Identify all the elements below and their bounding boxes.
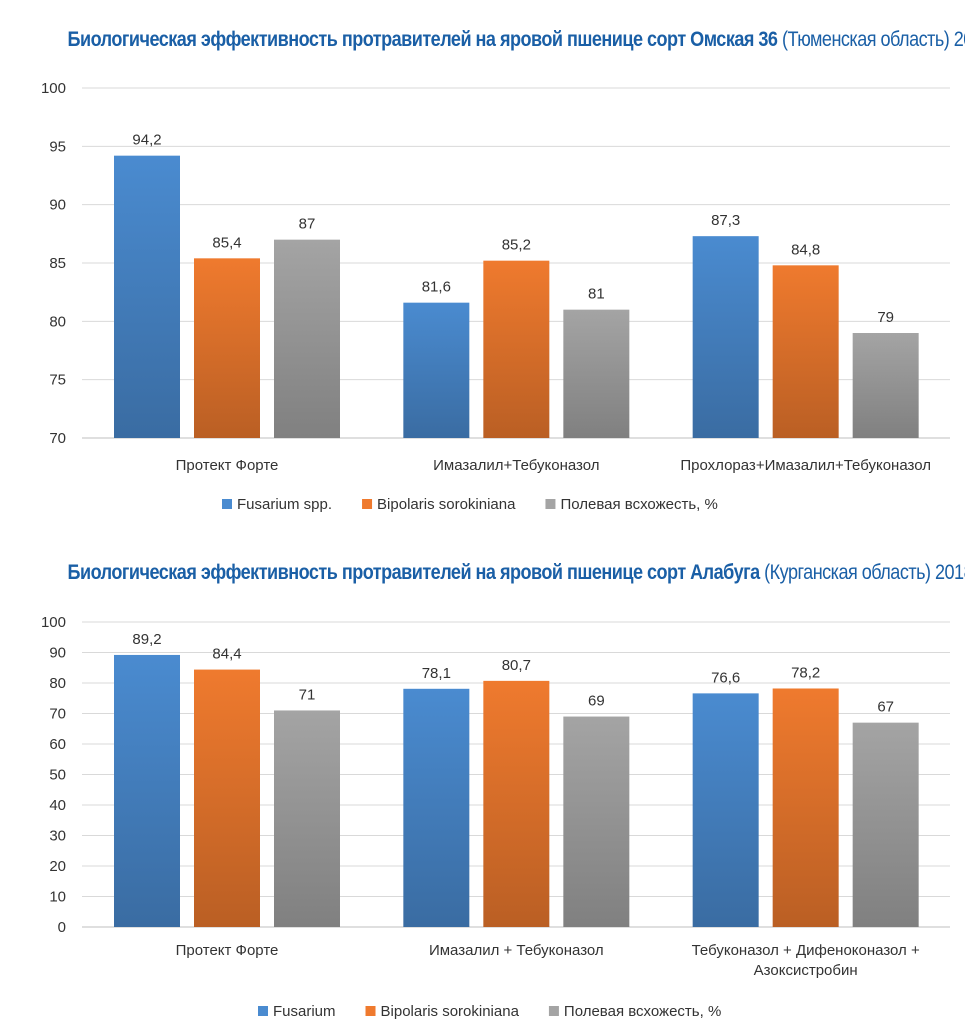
legend-label: Полевая всхожесть, %	[564, 1003, 721, 1020]
data-label: 78,1	[422, 665, 451, 682]
data-label: 76,6	[711, 669, 740, 686]
y-tick-label: 50	[49, 767, 66, 784]
legend-swatch	[548, 1006, 559, 1016]
y-tick-label: 60	[49, 736, 66, 753]
legend-swatch	[362, 499, 373, 509]
y-tick-label: 90	[49, 197, 66, 214]
y-tick-label: 70	[49, 706, 66, 723]
legend-label: Bipolaris sorokiniana	[377, 496, 516, 513]
y-tick-label: 100	[41, 614, 66, 631]
chart-title-1-suffix: (Тюменская область) 2017 г.	[781, 28, 965, 51]
data-label: 94,2	[132, 132, 161, 149]
y-tick-label: 40	[49, 797, 66, 814]
data-label: 85,4	[212, 234, 241, 251]
data-label: 69	[588, 693, 605, 710]
data-label: 85,2	[502, 237, 531, 254]
bar	[772, 688, 839, 927]
bar	[563, 716, 630, 927]
data-label: 84,8	[791, 241, 820, 258]
legend-swatch	[258, 1006, 268, 1016]
legend-label: Bipolaris sorokiniana	[381, 1003, 520, 1020]
bar	[772, 265, 839, 438]
category-label: Азоксистробин	[754, 962, 858, 979]
bar-chart-2017: 70 75 80 85 90 95 100 94,2 85,4 87 Протект Форте 81…	[41, 80, 950, 513]
y-tick-label: 10	[49, 889, 66, 906]
data-label: 84,4	[212, 646, 241, 663]
legend-label: Fusarium	[273, 1003, 336, 1020]
chart-title-2-main: Биологическая эффективность протравителе…	[67, 561, 761, 584]
chart-title-1: Биологическая эффективность протравителе…	[67, 28, 965, 52]
bar	[852, 333, 919, 438]
bar	[274, 710, 340, 927]
y-tick-label: 20	[49, 858, 66, 875]
bar	[563, 309, 630, 438]
category-label: Прохлораз+Имазалил+Тебуконазол	[680, 457, 931, 474]
bar	[852, 722, 919, 927]
category-label: Протект Форте	[176, 457, 279, 474]
bar-chart-2018: 0 10 20 30 40 50 60 70 80 90 100 89,2 84,4 71 Протект …	[41, 614, 950, 1020]
data-label: 81	[588, 286, 605, 303]
y-tick-label: 70	[49, 430, 66, 447]
data-label: 80,7	[502, 657, 531, 674]
y-tick-label: 85	[49, 255, 66, 272]
bar	[114, 155, 180, 438]
bar	[194, 258, 260, 438]
y-tick-label: 80	[49, 313, 66, 330]
legend-swatch	[545, 499, 556, 509]
data-label: 87,3	[711, 212, 740, 229]
y-tick-label: 75	[49, 372, 66, 389]
data-label: 67	[877, 699, 894, 716]
y-tick-label: 100	[41, 80, 66, 97]
bar	[483, 680, 550, 927]
bar	[274, 239, 340, 438]
category-label: Протект Форте	[176, 942, 279, 959]
data-label: 89,2	[132, 631, 161, 648]
legend-swatch	[365, 1006, 376, 1016]
bar	[403, 302, 470, 438]
category-label: Имазалил+Тебуконазол	[433, 457, 599, 474]
data-label: 87	[299, 216, 316, 233]
y-tick-label: 30	[49, 828, 66, 845]
category-label: Тебуконазол + Дифеноконазол +	[692, 942, 920, 959]
data-label: 79	[877, 309, 894, 326]
chart-title-2: Биологическая эффективность протравителе…	[67, 561, 965, 585]
data-label: 78,2	[791, 664, 820, 681]
y-tick-label: 80	[49, 675, 66, 692]
bar	[114, 654, 180, 927]
y-tick-label: 90	[49, 645, 66, 662]
data-label: 71	[299, 686, 316, 703]
data-label: 81,6	[422, 279, 451, 296]
chart-title-1-main: Биологическая эффективность протравителе…	[67, 28, 778, 51]
legend-label: Fusarium spp.	[237, 496, 332, 513]
bar	[692, 693, 759, 927]
bar	[194, 669, 260, 927]
bar	[692, 236, 759, 438]
bar	[483, 260, 550, 438]
legend-label: Полевая всхожесть, %	[560, 496, 717, 513]
y-tick-label: 95	[49, 138, 66, 155]
legend-swatch	[222, 499, 232, 509]
category-label: Имазалил + Тебуконазол	[429, 942, 604, 959]
chart-title-2-suffix: (Курганская область) 2018 г.	[764, 561, 965, 584]
y-tick-label: 0	[58, 919, 66, 936]
bar	[403, 688, 470, 927]
